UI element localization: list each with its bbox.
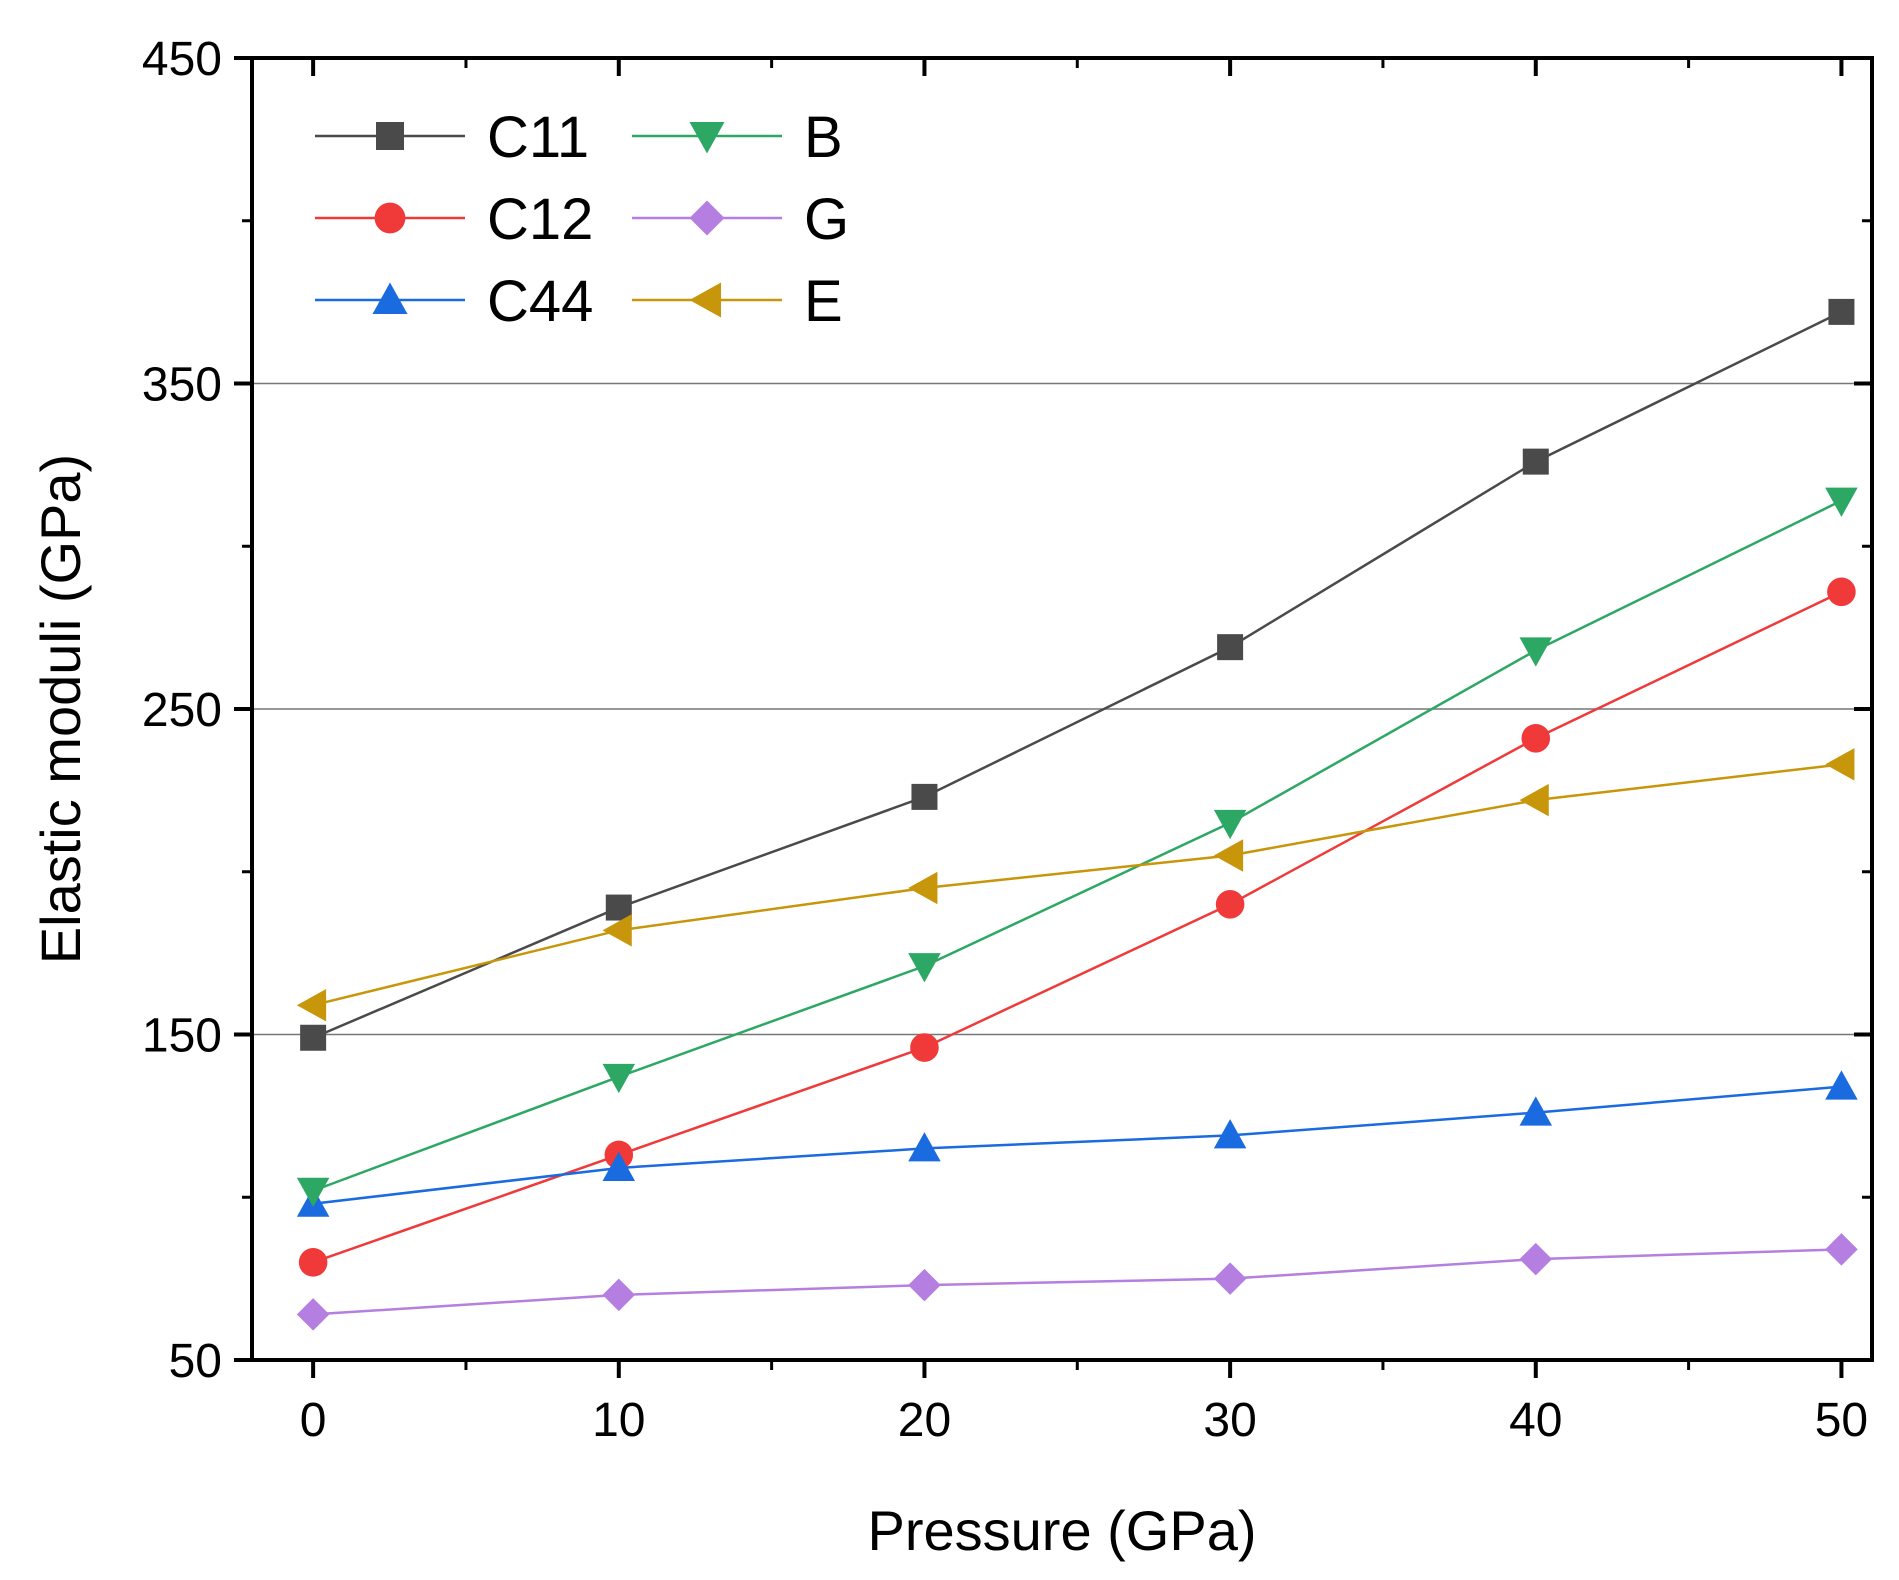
legend-label-c12: C12 [487,187,593,252]
data-point-c11 [1217,634,1244,661]
data-point-c12 [910,1033,939,1062]
y-tick-label: 350 [142,359,222,412]
x-tick-label: 10 [592,1394,645,1447]
legend-marker-c12 [374,202,406,234]
y-tick-label: 150 [142,1010,222,1063]
data-point-c44 [602,1151,636,1181]
data-point-e [1213,839,1244,872]
data-point-c44 [1213,1119,1247,1149]
series-line-c44 [312,1085,1842,1206]
legend-marker-g [689,200,725,236]
series-line-c12 [312,590,1842,1264]
legend-item-e: E [632,269,843,334]
data-point-e [1519,783,1549,817]
legend-label-c11: C11 [487,105,589,170]
legend-item-c12: C12 [315,187,593,252]
series-line-e [312,763,1842,1007]
data-point-c44 [1825,1070,1858,1100]
data-point-g [296,1298,330,1331]
x-tick-labels: 0 10 20 30 40 50 [300,1394,1868,1447]
axis-ticks [234,56,1872,1378]
x-axis-title: Pressure (GPa) [868,1499,1257,1562]
legend-marker-e [689,282,721,318]
legend-item-b: B [632,105,843,170]
data-point-c11 [1522,448,1549,475]
data-point-b [908,953,941,983]
series-markers [296,298,1858,1331]
legend-label-g: G [804,187,849,252]
data-point-c12 [1827,577,1856,607]
x-tick-label: 50 [1815,1394,1868,1447]
series-line-c11 [312,310,1842,1039]
data-point-e [908,871,938,905]
data-point-c11 [605,894,632,921]
data-point-b [1825,487,1858,517]
data-point-e [296,988,327,1022]
y-tick-label: 50 [169,1335,222,1388]
legend-marker-c11 [376,122,404,150]
legend-item-c44: C44 [315,269,593,334]
y-tick-label: 450 [142,33,222,86]
y-tick-labels: 50 150 250 350 450 [142,33,222,1388]
data-point-e [602,914,632,947]
legend-marker-b [689,122,725,154]
data-point-c12 [1521,723,1551,753]
data-point-g [1825,1233,1858,1266]
series-line-g [313,1248,1842,1316]
y-tick-label: 250 [142,684,222,737]
data-point-g [1213,1262,1247,1295]
series-line-b [312,499,1842,1192]
data-point-c11 [911,783,938,810]
x-tick-label: 20 [898,1394,951,1447]
data-point-e [1825,748,1855,781]
data-point-c44 [908,1132,941,1162]
data-point-g [1519,1242,1553,1276]
legend-label-c44: C44 [487,269,593,334]
legend: C11 C12 C44 BGE [315,105,849,334]
data-point-g [602,1278,636,1312]
data-point-c44 [1519,1096,1553,1126]
legend-label-e: E [804,269,843,334]
legend-label-b: B [804,105,843,170]
data-point-g [908,1268,941,1302]
data-point-c12 [1215,890,1245,919]
data-point-b [602,1063,636,1094]
y-axis-title: Elastic moduli (GPa) [29,454,92,964]
data-point-b [1213,809,1247,840]
data-point-c11 [300,1024,327,1051]
data-point-b [1519,637,1553,667]
legend-item-g: G [632,187,849,252]
legend-item-c11: C11 [315,105,589,170]
series-lines [312,310,1842,1316]
x-tick-label: 0 [300,1394,327,1447]
data-point-b [296,1177,330,1207]
gridlines [252,382,1872,1036]
x-tick-label: 30 [1203,1394,1256,1447]
data-point-c12 [298,1248,328,1277]
x-tick-label: 40 [1509,1394,1562,1447]
data-point-c11 [1828,298,1855,325]
legend-marker-c44 [372,282,408,314]
